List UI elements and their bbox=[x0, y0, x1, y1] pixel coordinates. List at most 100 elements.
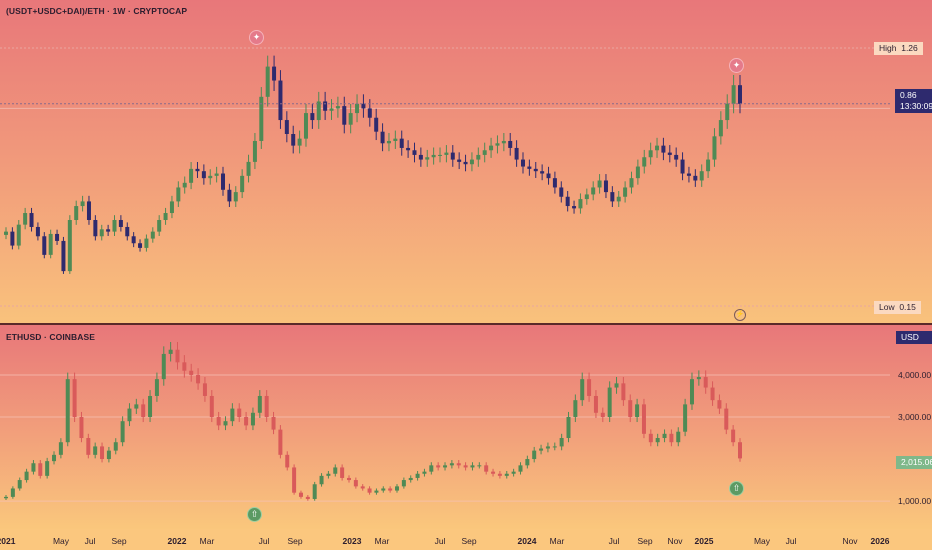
candle-body bbox=[93, 220, 98, 237]
lightning-icon[interactable]: ⚡ bbox=[734, 309, 746, 321]
candle-body bbox=[17, 480, 22, 489]
high-label-tag: High 1.26 bbox=[874, 42, 923, 55]
candle-body bbox=[674, 154, 679, 160]
candle-body bbox=[450, 152, 455, 160]
candle-body bbox=[712, 136, 717, 160]
candle-body bbox=[623, 187, 628, 197]
candle-body bbox=[374, 117, 379, 132]
candle-body bbox=[292, 467, 297, 493]
eth-recent-marker-icon[interactable]: ⇧ bbox=[729, 481, 744, 496]
time-axis-label: Sep bbox=[461, 536, 477, 546]
candle-body bbox=[265, 66, 270, 97]
candle-body bbox=[680, 159, 685, 174]
high-value: 1.26 bbox=[901, 43, 918, 53]
candle-body bbox=[374, 490, 379, 493]
price-tick-label: 1,000.00 bbox=[898, 496, 931, 506]
top-chart-title: (USDT+USDC+DAI)/ETH · 1W · CRYPTOCAP bbox=[6, 6, 188, 16]
candle-body bbox=[444, 152, 449, 155]
candle-body bbox=[297, 138, 302, 146]
candle-body bbox=[360, 486, 365, 489]
candle-body bbox=[655, 438, 660, 443]
candle-body bbox=[703, 377, 708, 388]
candle-body bbox=[4, 231, 8, 235]
time-axis-label: May bbox=[753, 536, 771, 546]
candle-body bbox=[45, 461, 50, 476]
candle-body bbox=[74, 206, 79, 220]
candle-body bbox=[603, 180, 608, 193]
candle-body bbox=[491, 471, 496, 474]
candle-body bbox=[518, 465, 523, 472]
candle-body bbox=[610, 192, 615, 202]
top-peak-marker-icon[interactable]: ✦ bbox=[249, 30, 264, 45]
candle-body bbox=[10, 488, 15, 497]
top-chart-pane[interactable]: 1 bbox=[0, 0, 932, 323]
candle-body bbox=[163, 213, 168, 220]
candle-body bbox=[438, 154, 443, 156]
time-axis-label: 2023 bbox=[342, 536, 362, 546]
candle-body bbox=[443, 465, 448, 468]
candle-body bbox=[469, 159, 474, 165]
candle-body bbox=[138, 243, 143, 248]
candle-body bbox=[154, 379, 159, 396]
candle-body bbox=[533, 168, 538, 172]
candle-body bbox=[16, 224, 21, 246]
eth-last-price-tag: 2,015.06 bbox=[896, 456, 932, 469]
candle-body bbox=[202, 383, 207, 396]
pane-separator[interactable] bbox=[0, 323, 932, 325]
candle-body bbox=[429, 465, 434, 472]
candle-body bbox=[566, 416, 571, 439]
time-axis-label: Sep bbox=[111, 536, 127, 546]
candle-body bbox=[131, 236, 136, 244]
currency-badge[interactable]: USD bbox=[896, 331, 932, 344]
candle-body bbox=[150, 231, 155, 239]
candle-body bbox=[587, 379, 592, 396]
candle-body bbox=[436, 465, 441, 468]
candle-body bbox=[326, 473, 331, 476]
candle-body bbox=[141, 404, 146, 417]
time-axis-label: Mar bbox=[374, 536, 390, 546]
candle-body bbox=[597, 180, 602, 188]
time-axis-label: Jul bbox=[258, 536, 270, 546]
candle-body bbox=[209, 395, 214, 417]
time-axis-label: 2021 bbox=[0, 536, 16, 546]
candle-body bbox=[240, 175, 245, 193]
recent-peak-marker-icon[interactable]: ✦ bbox=[729, 58, 744, 73]
last-price-tag: 0.86 13:30:09 bbox=[895, 89, 932, 113]
candle-body bbox=[106, 450, 111, 460]
bottom-chart-pane[interactable]: 4,000.00 3,000.00 1,000.00 bbox=[0, 325, 932, 529]
candle-body bbox=[125, 226, 130, 237]
candle-body bbox=[415, 473, 420, 478]
low-label-tag: Low 0.15 bbox=[874, 301, 921, 314]
candle-body bbox=[323, 101, 328, 111]
candle-body bbox=[422, 471, 427, 474]
time-axis-label: Mar bbox=[549, 536, 565, 546]
candle-body bbox=[257, 395, 262, 413]
candle-body bbox=[607, 387, 612, 417]
candle-body bbox=[476, 154, 481, 160]
candle-body bbox=[591, 187, 596, 195]
candle-body bbox=[706, 159, 711, 172]
candle-body bbox=[157, 220, 162, 232]
candle-body bbox=[539, 448, 544, 451]
candle-body bbox=[127, 408, 132, 422]
candle-body bbox=[182, 362, 187, 371]
candle-body bbox=[484, 465, 489, 472]
candle-body bbox=[584, 194, 589, 200]
ethusd-chart-svg[interactable]: 4,000.00 3,000.00 1,000.00 bbox=[0, 325, 932, 529]
candle-body bbox=[312, 484, 317, 499]
high-label: High bbox=[879, 43, 897, 53]
eth-low-marker-icon[interactable]: ⇧ bbox=[247, 507, 262, 522]
candle-body bbox=[278, 80, 283, 121]
stablecoin-eth-chart-svg[interactable]: 1 bbox=[0, 0, 932, 323]
candle-body bbox=[738, 85, 742, 104]
time-axis[interactable] bbox=[0, 529, 932, 550]
candle-body bbox=[399, 138, 404, 148]
candle-body bbox=[635, 404, 640, 417]
candle-body bbox=[252, 140, 257, 162]
candle-body bbox=[629, 178, 634, 188]
candle-body bbox=[340, 467, 345, 478]
candle-body bbox=[559, 187, 564, 197]
candle-body bbox=[731, 429, 736, 443]
candle-body bbox=[189, 370, 194, 375]
candle-body bbox=[580, 379, 585, 401]
